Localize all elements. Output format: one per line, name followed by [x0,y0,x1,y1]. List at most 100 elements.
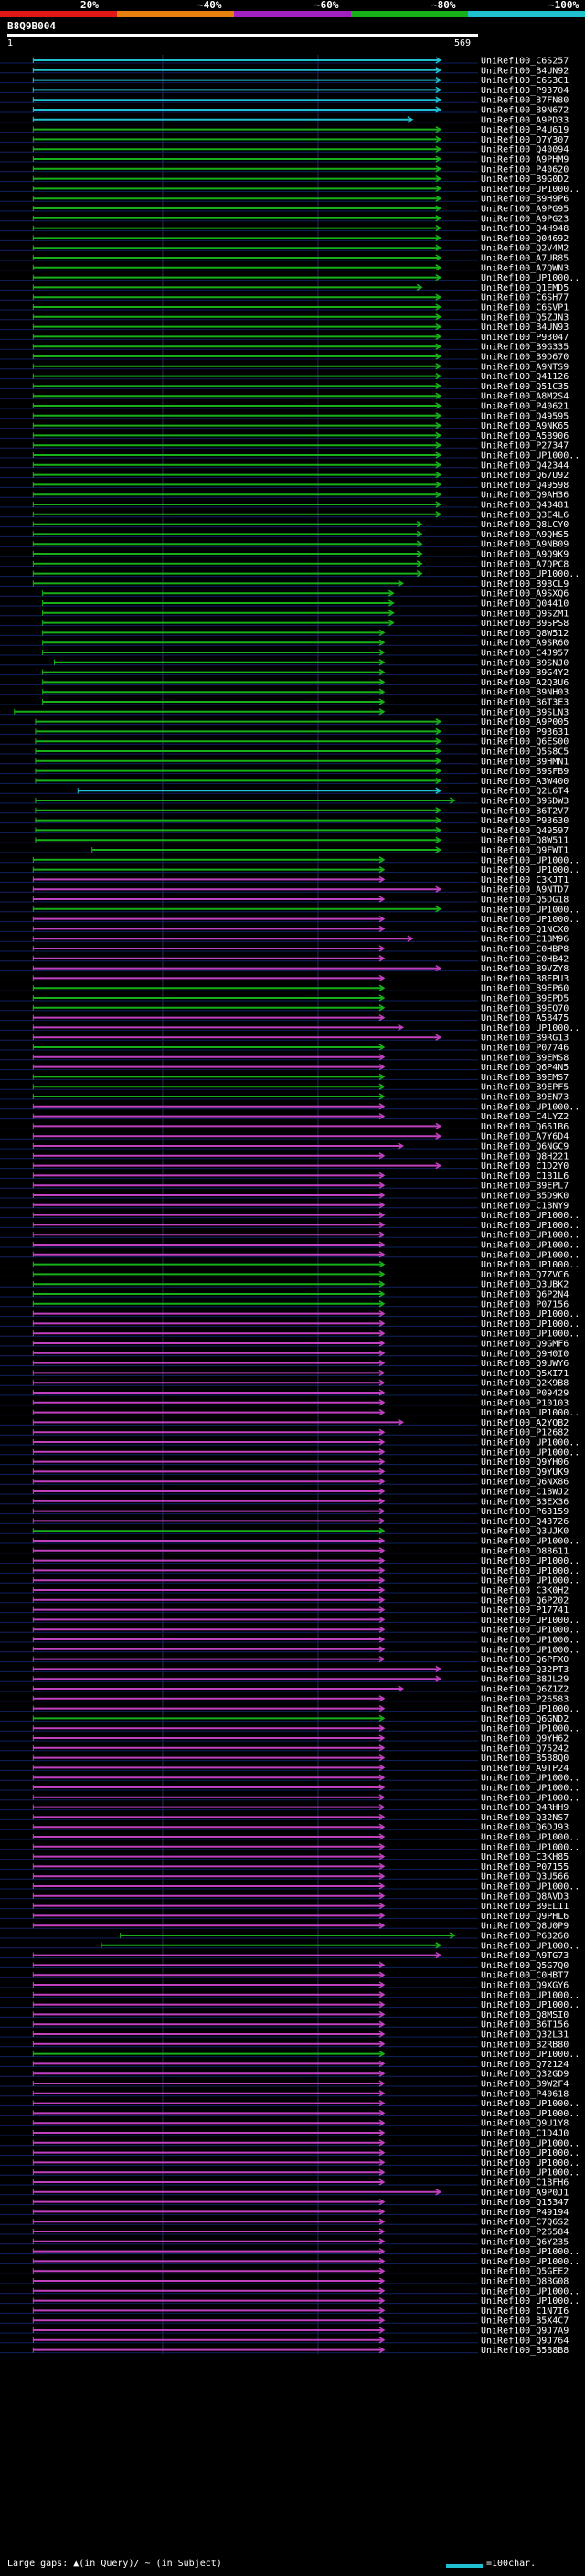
hit-label[interactable]: UniRef100_Q04692 [481,234,569,244]
hit-label[interactable]: UniRef100_B9EN73 [481,1093,569,1103]
hit-label[interactable]: UniRef100_B9D670 [481,353,569,363]
hit-label[interactable]: UniRef100_Q5DG18 [481,896,569,906]
hit-label[interactable]: UniRef100_UP1000.. [481,1626,580,1636]
hit-label[interactable]: UniRef100_UP1000.. [481,865,580,875]
hit-label[interactable]: UniRef100_Q4RHH9 [481,1803,569,1813]
hit-label[interactable]: UniRef100_UP1000.. [481,1438,580,1448]
hit-label[interactable]: UniRef100_Q5G7Q0 [481,1961,569,1971]
hit-label[interactable]: UniRef100_B9SLN3 [481,707,569,717]
hit-label[interactable]: UniRef100_Q72124 [481,2060,569,2070]
hit-label[interactable]: UniRef100_B9SFB9 [481,767,569,777]
hit-label[interactable]: UniRef100_C1D4J0 [481,2129,569,2139]
hit-label[interactable]: UniRef100_B4UN93 [481,323,569,333]
hit-label[interactable]: UniRef100_Q49595 [481,411,569,421]
hit-label[interactable]: UniRef100_UP1000.. [481,1260,580,1270]
hit-label[interactable]: UniRef100_Q5S8C5 [481,747,569,758]
hit-label[interactable]: UniRef100_A9SXQ6 [481,589,569,599]
hit-label[interactable]: UniRef100_P10103 [481,1398,569,1408]
hit-label[interactable]: UniRef100_UP1000.. [481,1724,580,1734]
hit-label[interactable]: UniRef100_UP1000.. [481,1833,580,1843]
hit-label[interactable]: UniRef100_B4UN92 [481,66,569,76]
hit-label[interactable]: UniRef100_A5B906 [481,431,569,441]
hit-label[interactable]: UniRef100_A7QPC8 [481,559,569,569]
hit-label[interactable]: UniRef100_B7FN80 [481,96,569,106]
hit-label[interactable]: UniRef100_B9BCL9 [481,579,569,589]
hit-label[interactable]: UniRef100_UP1000.. [481,1882,580,1892]
hit-label[interactable]: UniRef100_B9EL11 [481,1902,569,1912]
hit-label[interactable]: UniRef100_Q51C35 [481,382,569,392]
hit-label[interactable]: UniRef100_P26584 [481,2228,569,2238]
hit-label[interactable]: UniRef100_Q32PT3 [481,1665,569,1675]
hit-label[interactable]: UniRef100_C6SVP1 [481,303,569,313]
hit-label[interactable]: UniRef100_Q9YH62 [481,1734,569,1744]
hit-label[interactable]: UniRef100_UP1000.. [481,1990,580,2000]
hit-label[interactable]: UniRef100_UP1000.. [481,1408,580,1418]
hit-label[interactable]: UniRef100_UP1000.. [481,1566,580,1576]
hit-label[interactable]: UniRef100_Q9XGY6 [481,1981,569,1991]
hit-label[interactable]: UniRef100_Q32GD9 [481,2070,569,2080]
hit-label[interactable]: UniRef100_UP1000.. [481,1447,580,1458]
hit-label[interactable]: UniRef100_B9EQ70 [481,1003,569,1013]
hit-label[interactable]: UniRef100_UP1000.. [481,1784,580,1794]
hit-label[interactable]: UniRef100_UP1000.. [481,2158,580,2168]
hit-label[interactable]: UniRef100_B9VZY8 [481,964,569,974]
hit-label[interactable]: UniRef100_Q2V4M2 [481,244,569,254]
hit-label[interactable]: UniRef100_UP1000.. [481,1330,580,1340]
hit-label[interactable]: UniRef100_C6S3C1 [481,76,569,86]
hit-label[interactable]: UniRef100_Q9FWT1 [481,846,569,856]
hit-label[interactable]: UniRef100_UP1000.. [481,2168,580,2178]
hit-label[interactable]: UniRef100_P40620 [481,164,569,175]
hit-label[interactable]: UniRef100_Q9J764 [481,2336,569,2346]
hit-label[interactable]: UniRef100_A9SR60 [481,639,569,649]
hit-label[interactable]: UniRef100_P93630 [481,816,569,826]
hit-label[interactable]: UniRef100_P09429 [481,1389,569,1399]
hit-label[interactable]: UniRef100_P49194 [481,2208,569,2218]
hit-label[interactable]: UniRef100_UP1000.. [481,2109,580,2119]
hit-label[interactable]: UniRef100_Q9J7A9 [481,2327,569,2337]
hit-label[interactable]: UniRef100_B9SNJ0 [481,658,569,668]
hit-label[interactable]: UniRef100_C1B1L6 [481,1171,569,1182]
hit-label[interactable]: UniRef100_Q9YH06 [481,1458,569,1468]
hit-label[interactable]: UniRef100_O88611 [481,1546,569,1556]
hit-label[interactable]: UniRef100_Q15347 [481,2198,569,2208]
hit-label[interactable]: UniRef100_UP1000.. [481,2257,580,2267]
hit-label[interactable]: UniRef100_C1BWJ2 [481,1488,569,1498]
hit-label[interactable]: UniRef100_B9N672 [481,106,569,116]
hit-label[interactable]: UniRef100_C3KJT1 [481,875,569,885]
hit-label[interactable]: UniRef100_UP1000.. [481,1941,580,1951]
hit-label[interactable]: UniRef100_Q8W511 [481,836,569,846]
hit-label[interactable]: UniRef100_UP1000.. [481,2148,580,2158]
hit-label[interactable]: UniRef100_Q04410 [481,599,569,610]
hit-label[interactable]: UniRef100_B9G0D2 [481,175,569,185]
hit-label[interactable]: UniRef100_P07156 [481,1299,569,1309]
hit-label[interactable]: UniRef100_P93631 [481,727,569,737]
hit-label[interactable]: UniRef100_P93704 [481,86,569,96]
hit-label[interactable]: UniRef100_P40618 [481,2089,569,2099]
hit-label[interactable]: UniRef100_C0HBT7 [481,1971,569,1981]
hit-label[interactable]: UniRef100_UP1000.. [481,1842,580,1852]
hit-label[interactable]: UniRef100_UP1000.. [481,273,580,283]
hit-label[interactable]: UniRef100_UP1000.. [481,1102,580,1112]
hit-label[interactable]: UniRef100_B5B8Q0 [481,1754,569,1764]
hit-label[interactable]: UniRef100_Q6P2N4 [481,1290,569,1300]
hit-label[interactable]: UniRef100_A9NTS9 [481,362,569,372]
hit-label[interactable]: UniRef100_UP1000.. [481,915,580,925]
hit-label[interactable]: UniRef100_B9SPS8 [481,619,569,629]
hit-label[interactable]: UniRef100_A9NTD7 [481,885,569,896]
hit-label[interactable]: UniRef100_B9W2F4 [481,2080,569,2090]
hit-label[interactable]: UniRef100_B3EX36 [481,1497,569,1507]
hit-label[interactable]: UniRef100_Q3UJK0 [481,1527,569,1537]
hit-label[interactable]: UniRef100_A9P005 [481,717,569,727]
hit-label[interactable]: UniRef100_P12682 [481,1428,569,1438]
hit-label[interactable]: UniRef100_A9PD33 [481,115,569,125]
hit-label[interactable]: UniRef100_B9G4Y2 [481,668,569,678]
hit-label[interactable]: UniRef100_UP1000.. [481,2099,580,2109]
hit-label[interactable]: UniRef100_Q9UWY6 [481,1359,569,1369]
hit-label[interactable]: UniRef100_A7UR85 [481,254,569,264]
hit-label[interactable]: UniRef100_UP1000.. [481,1793,580,1803]
hit-label[interactable]: UniRef100_B9EP60 [481,984,569,994]
hit-label[interactable]: UniRef100_UP1000.. [481,1704,580,1714]
hit-label[interactable]: UniRef100_Q4H948 [481,224,569,234]
hit-label[interactable]: UniRef100_A8M2S4 [481,392,569,402]
hit-label[interactable]: UniRef100_Q32L31 [481,2030,569,2041]
